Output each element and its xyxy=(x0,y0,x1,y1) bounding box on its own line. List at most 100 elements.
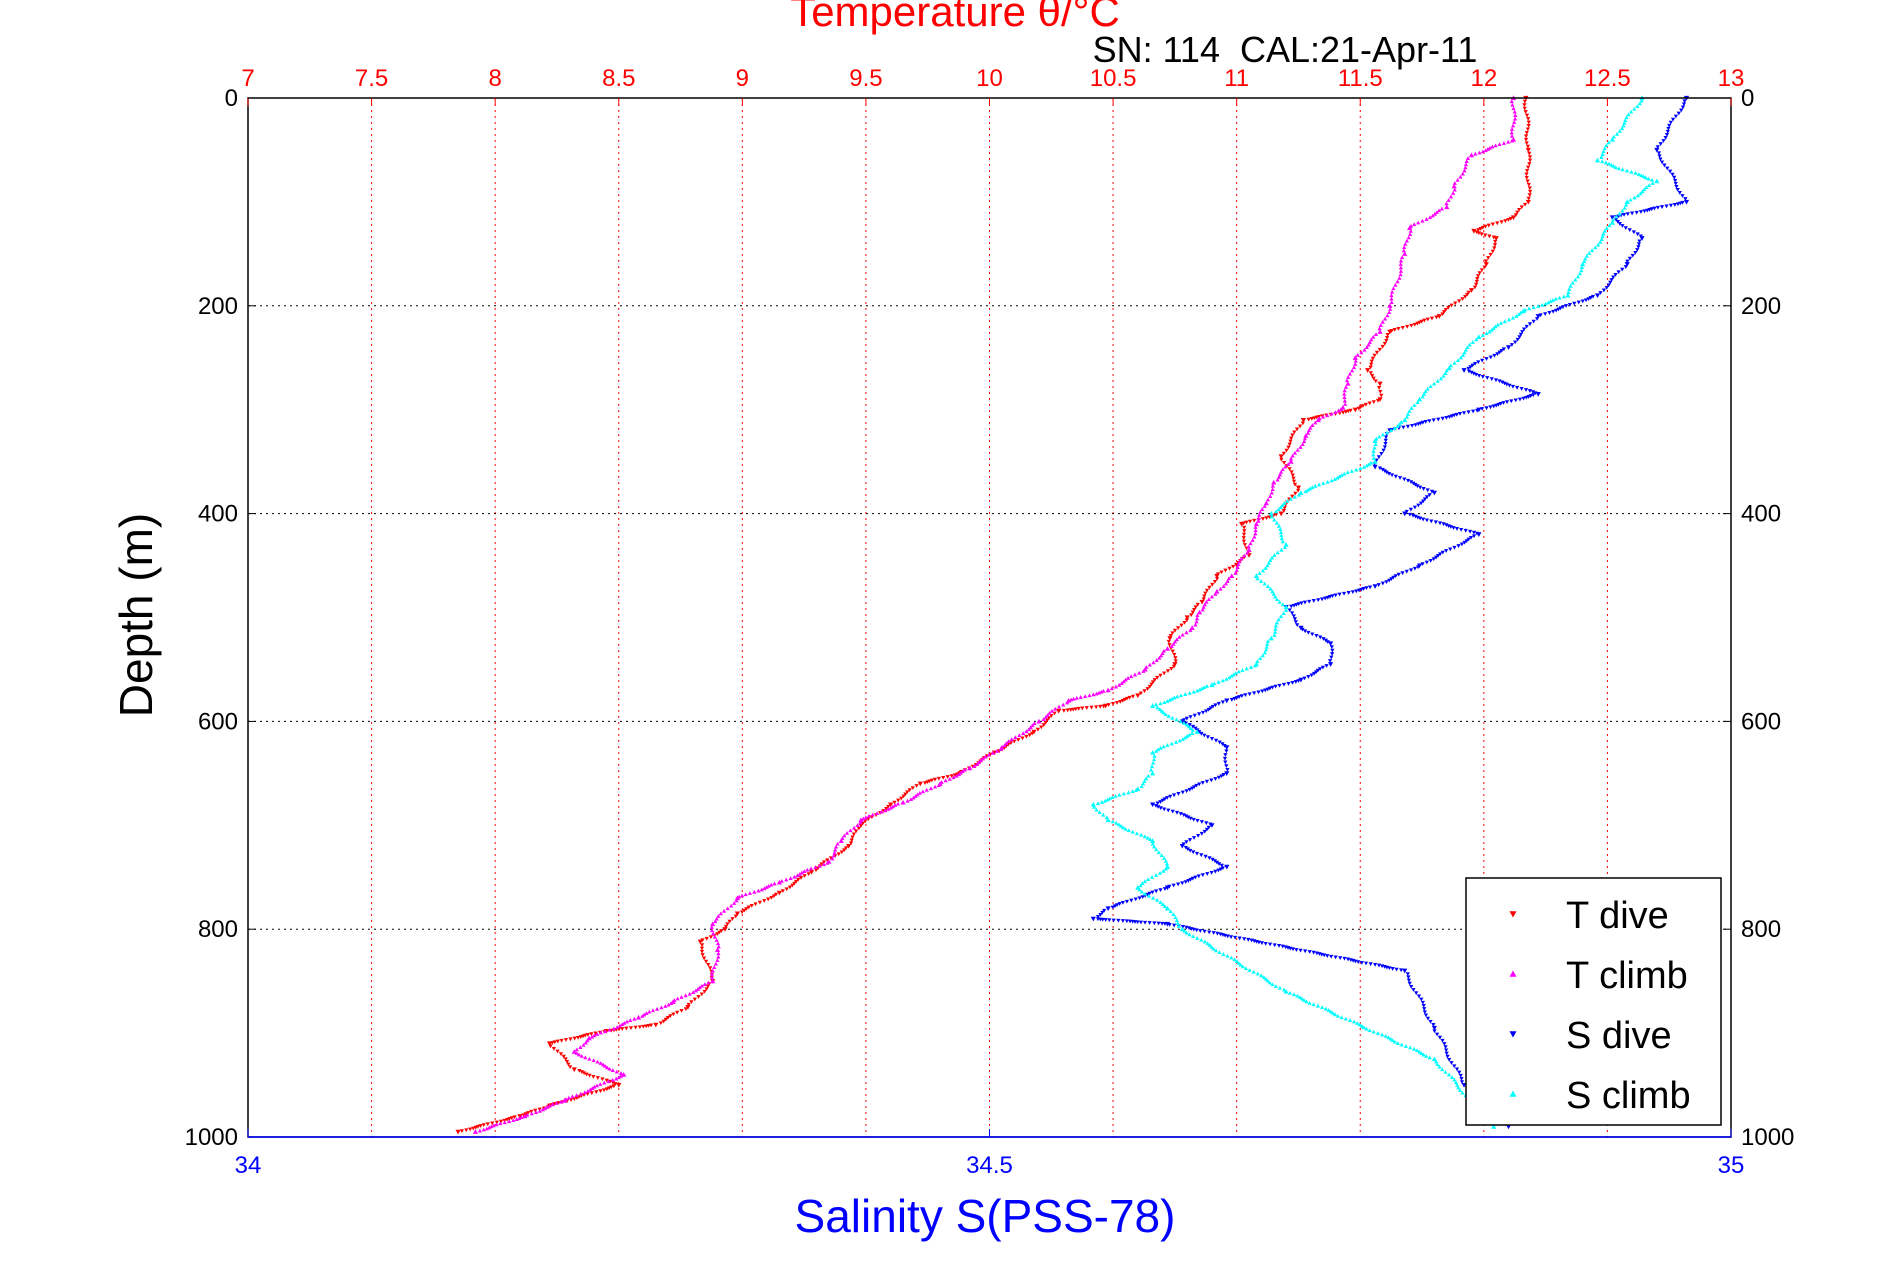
data-point-interp xyxy=(594,1083,600,1088)
data-point-interp xyxy=(1182,928,1187,933)
data-point-interp xyxy=(1389,293,1394,298)
data-point-interp xyxy=(1614,131,1620,136)
data-point-interp xyxy=(1400,571,1405,576)
data-point-interp xyxy=(1098,912,1103,917)
data-point-interp xyxy=(1199,937,1204,942)
data-point-interp xyxy=(716,951,721,956)
data-point-interp xyxy=(1435,1032,1440,1037)
data-point-interp xyxy=(1389,296,1394,301)
data-point-interp xyxy=(1370,373,1375,378)
data-point-interp xyxy=(1359,960,1364,965)
data-point-interp xyxy=(1408,232,1413,237)
data-point-interp xyxy=(1522,202,1528,207)
data-point-interp xyxy=(1347,1018,1353,1022)
data-point-interp xyxy=(603,1029,608,1034)
data-point-interp xyxy=(579,1070,584,1074)
data-point-interp xyxy=(1184,840,1189,845)
data-point-interp xyxy=(555,1049,560,1054)
data-point-interp xyxy=(1187,787,1192,792)
data-point-interp xyxy=(1166,714,1171,718)
data-point-interp xyxy=(1345,470,1350,475)
data-point-interp xyxy=(1525,144,1531,149)
data-point-interp xyxy=(1270,589,1275,594)
data-point xyxy=(1150,749,1156,755)
data-point-interp xyxy=(624,1019,630,1024)
data-point-interp xyxy=(1424,518,1430,523)
data-point-interp xyxy=(1078,695,1083,699)
data-point-interp xyxy=(1460,1090,1465,1095)
data-point-interp xyxy=(519,1115,524,1119)
data-point-interp xyxy=(1213,869,1218,874)
data-point-interp xyxy=(1627,256,1633,261)
data-point-interp xyxy=(1354,589,1359,594)
top-axis-tick-label: 13 xyxy=(1718,65,1745,92)
data-point xyxy=(1150,770,1156,776)
data-point-interp xyxy=(481,1127,486,1132)
data-point-interp xyxy=(1223,753,1228,757)
data-point-interp xyxy=(1489,377,1494,382)
data-point-interp xyxy=(1643,175,1648,180)
data-point-interp xyxy=(1584,253,1589,258)
data-point xyxy=(1150,703,1156,708)
data-point-interp xyxy=(1213,738,1219,743)
data-point-interp xyxy=(1306,675,1311,679)
data-point-interp xyxy=(920,789,926,794)
data-point-interp xyxy=(1515,337,1520,342)
data-point-interp xyxy=(1172,639,1178,644)
data-point-interp xyxy=(1269,514,1274,519)
data-point-interp xyxy=(1133,897,1138,902)
data-point-interp xyxy=(1423,1013,1429,1018)
data-point-interp xyxy=(563,1057,568,1062)
data-point-interp xyxy=(1360,404,1366,408)
data-point-interp xyxy=(1523,137,1529,142)
data-point xyxy=(1609,215,1615,221)
data-point-interp xyxy=(1291,992,1297,997)
data-point-interp xyxy=(1163,866,1168,871)
data-point-interp xyxy=(1094,807,1099,812)
data-point-interp xyxy=(1265,563,1270,568)
data-point-interp xyxy=(1024,734,1029,739)
data-point-interp xyxy=(1504,400,1510,405)
data-point-interp xyxy=(1305,430,1311,435)
data-point xyxy=(858,817,864,823)
data-point-interp xyxy=(1406,975,1411,980)
data-point-interp xyxy=(1624,202,1629,207)
data-point-interp xyxy=(691,990,696,995)
data-point-interp xyxy=(1148,767,1154,772)
data-point-interp xyxy=(1287,467,1292,472)
data-point-interp xyxy=(1449,1061,1454,1065)
data-point-interp xyxy=(591,1074,596,1079)
data-point-interp xyxy=(1384,580,1389,584)
data-point-interp xyxy=(1368,365,1373,370)
data-point-interp xyxy=(1307,486,1313,491)
data-point-interp xyxy=(1577,271,1583,276)
data-point-interp xyxy=(1163,858,1169,863)
data-point-interp xyxy=(1328,1009,1334,1014)
data-point xyxy=(1402,968,1408,974)
data-point-interp xyxy=(743,892,748,897)
data-point-interp xyxy=(853,829,859,834)
data-point-interp xyxy=(1224,764,1229,769)
data-point-interp xyxy=(1262,650,1267,655)
data-point-interp xyxy=(1460,171,1465,176)
data-point xyxy=(1491,1124,1497,1129)
data-point-interp xyxy=(1285,499,1290,503)
data-point-interp xyxy=(890,804,896,809)
data-point-interp xyxy=(1518,310,1523,315)
data-point-interp xyxy=(1160,798,1165,803)
data-point-interp xyxy=(756,888,761,893)
data-point-interp xyxy=(1493,324,1498,329)
data-point-interp xyxy=(1280,503,1285,507)
data-point-interp xyxy=(753,902,758,907)
data-point-interp xyxy=(1329,478,1334,483)
data-point-interp xyxy=(732,901,737,905)
top-axis-tick-label: 7.5 xyxy=(355,65,388,92)
data-point-interp xyxy=(1375,1031,1381,1035)
data-point-interp xyxy=(1466,366,1471,371)
legend-label: T climb xyxy=(1566,955,1688,997)
data-point-interp xyxy=(1197,782,1202,787)
data-point-interp xyxy=(1524,141,1529,146)
data-point-interp xyxy=(1409,323,1414,328)
y-axis-tick-label-right: 200 xyxy=(1741,293,1781,320)
data-point-interp xyxy=(1427,493,1432,497)
